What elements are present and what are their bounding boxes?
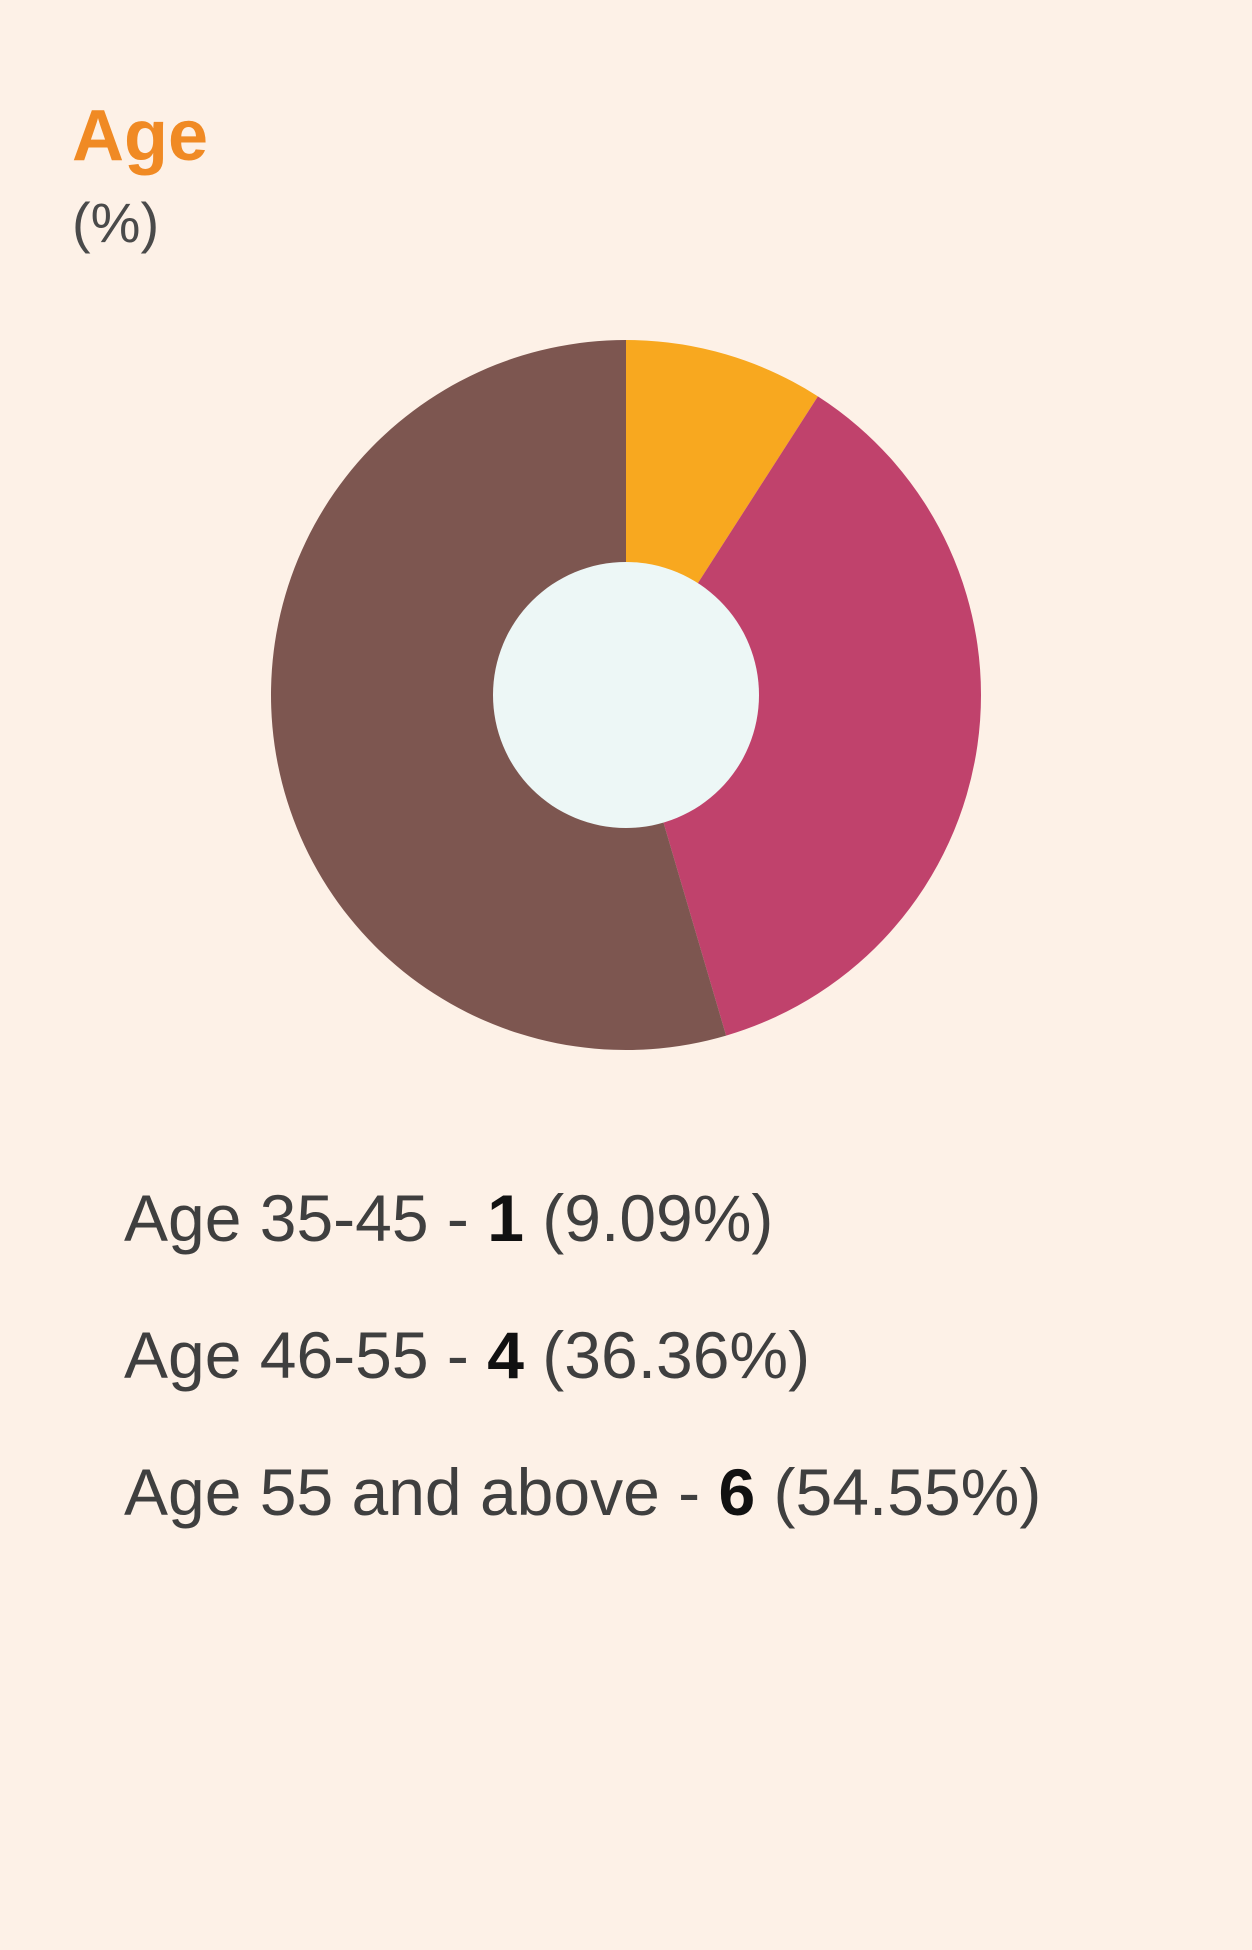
legend-item-2: Age 55 and above - 6 (54.55%) <box>124 1455 1042 1529</box>
legend-percent: (36.36%) <box>542 1318 811 1392</box>
legend-item-0: Age 35-45 - 1 (9.09%) <box>124 1181 774 1255</box>
legend-percent: (54.55%) <box>773 1455 1042 1529</box>
chart-legend: Age 35-45 - 1 (9.09%) Age 46-55 - 4 (36.… <box>124 1185 1041 1596</box>
legend-label: Age 55 and above <box>124 1455 660 1529</box>
chart-title: Age <box>72 96 209 176</box>
legend-count: 4 <box>487 1318 524 1392</box>
legend-label: Age 35-45 <box>124 1181 429 1255</box>
legend-percent: (9.09%) <box>542 1181 774 1255</box>
chart-subtitle: (%) <box>72 191 160 254</box>
legend-count: 6 <box>718 1455 756 1529</box>
pie-slice-1 <box>626 396 981 1036</box>
donut-center <box>493 562 759 828</box>
legend-count: 1 <box>487 1181 524 1255</box>
donut-chart <box>270 340 981 1050</box>
legend-item-1: Age 46-55 - 4 (36.36%) <box>124 1318 811 1392</box>
legend-label: Age 46-55 <box>124 1318 429 1392</box>
